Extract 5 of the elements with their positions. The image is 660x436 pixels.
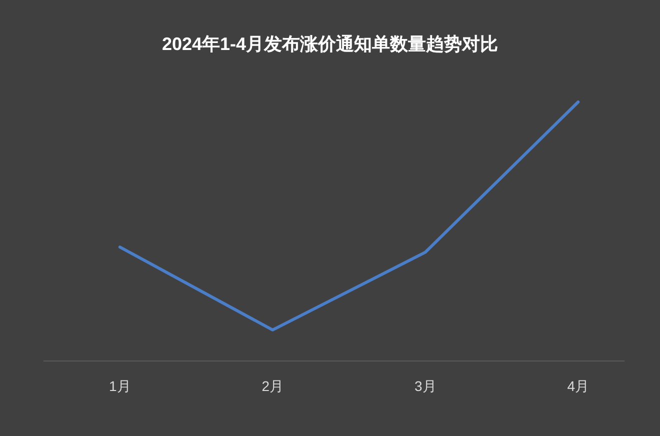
x-tick-label: 2月 [262,378,284,394]
x-tick-label: 1月 [108,378,131,394]
chart-title: 2024年1-4月发布涨价通知单数量趋势对比 [162,34,498,54]
x-tick-label: 4月 [567,378,590,394]
x-tick-label: 3月 [414,378,436,394]
